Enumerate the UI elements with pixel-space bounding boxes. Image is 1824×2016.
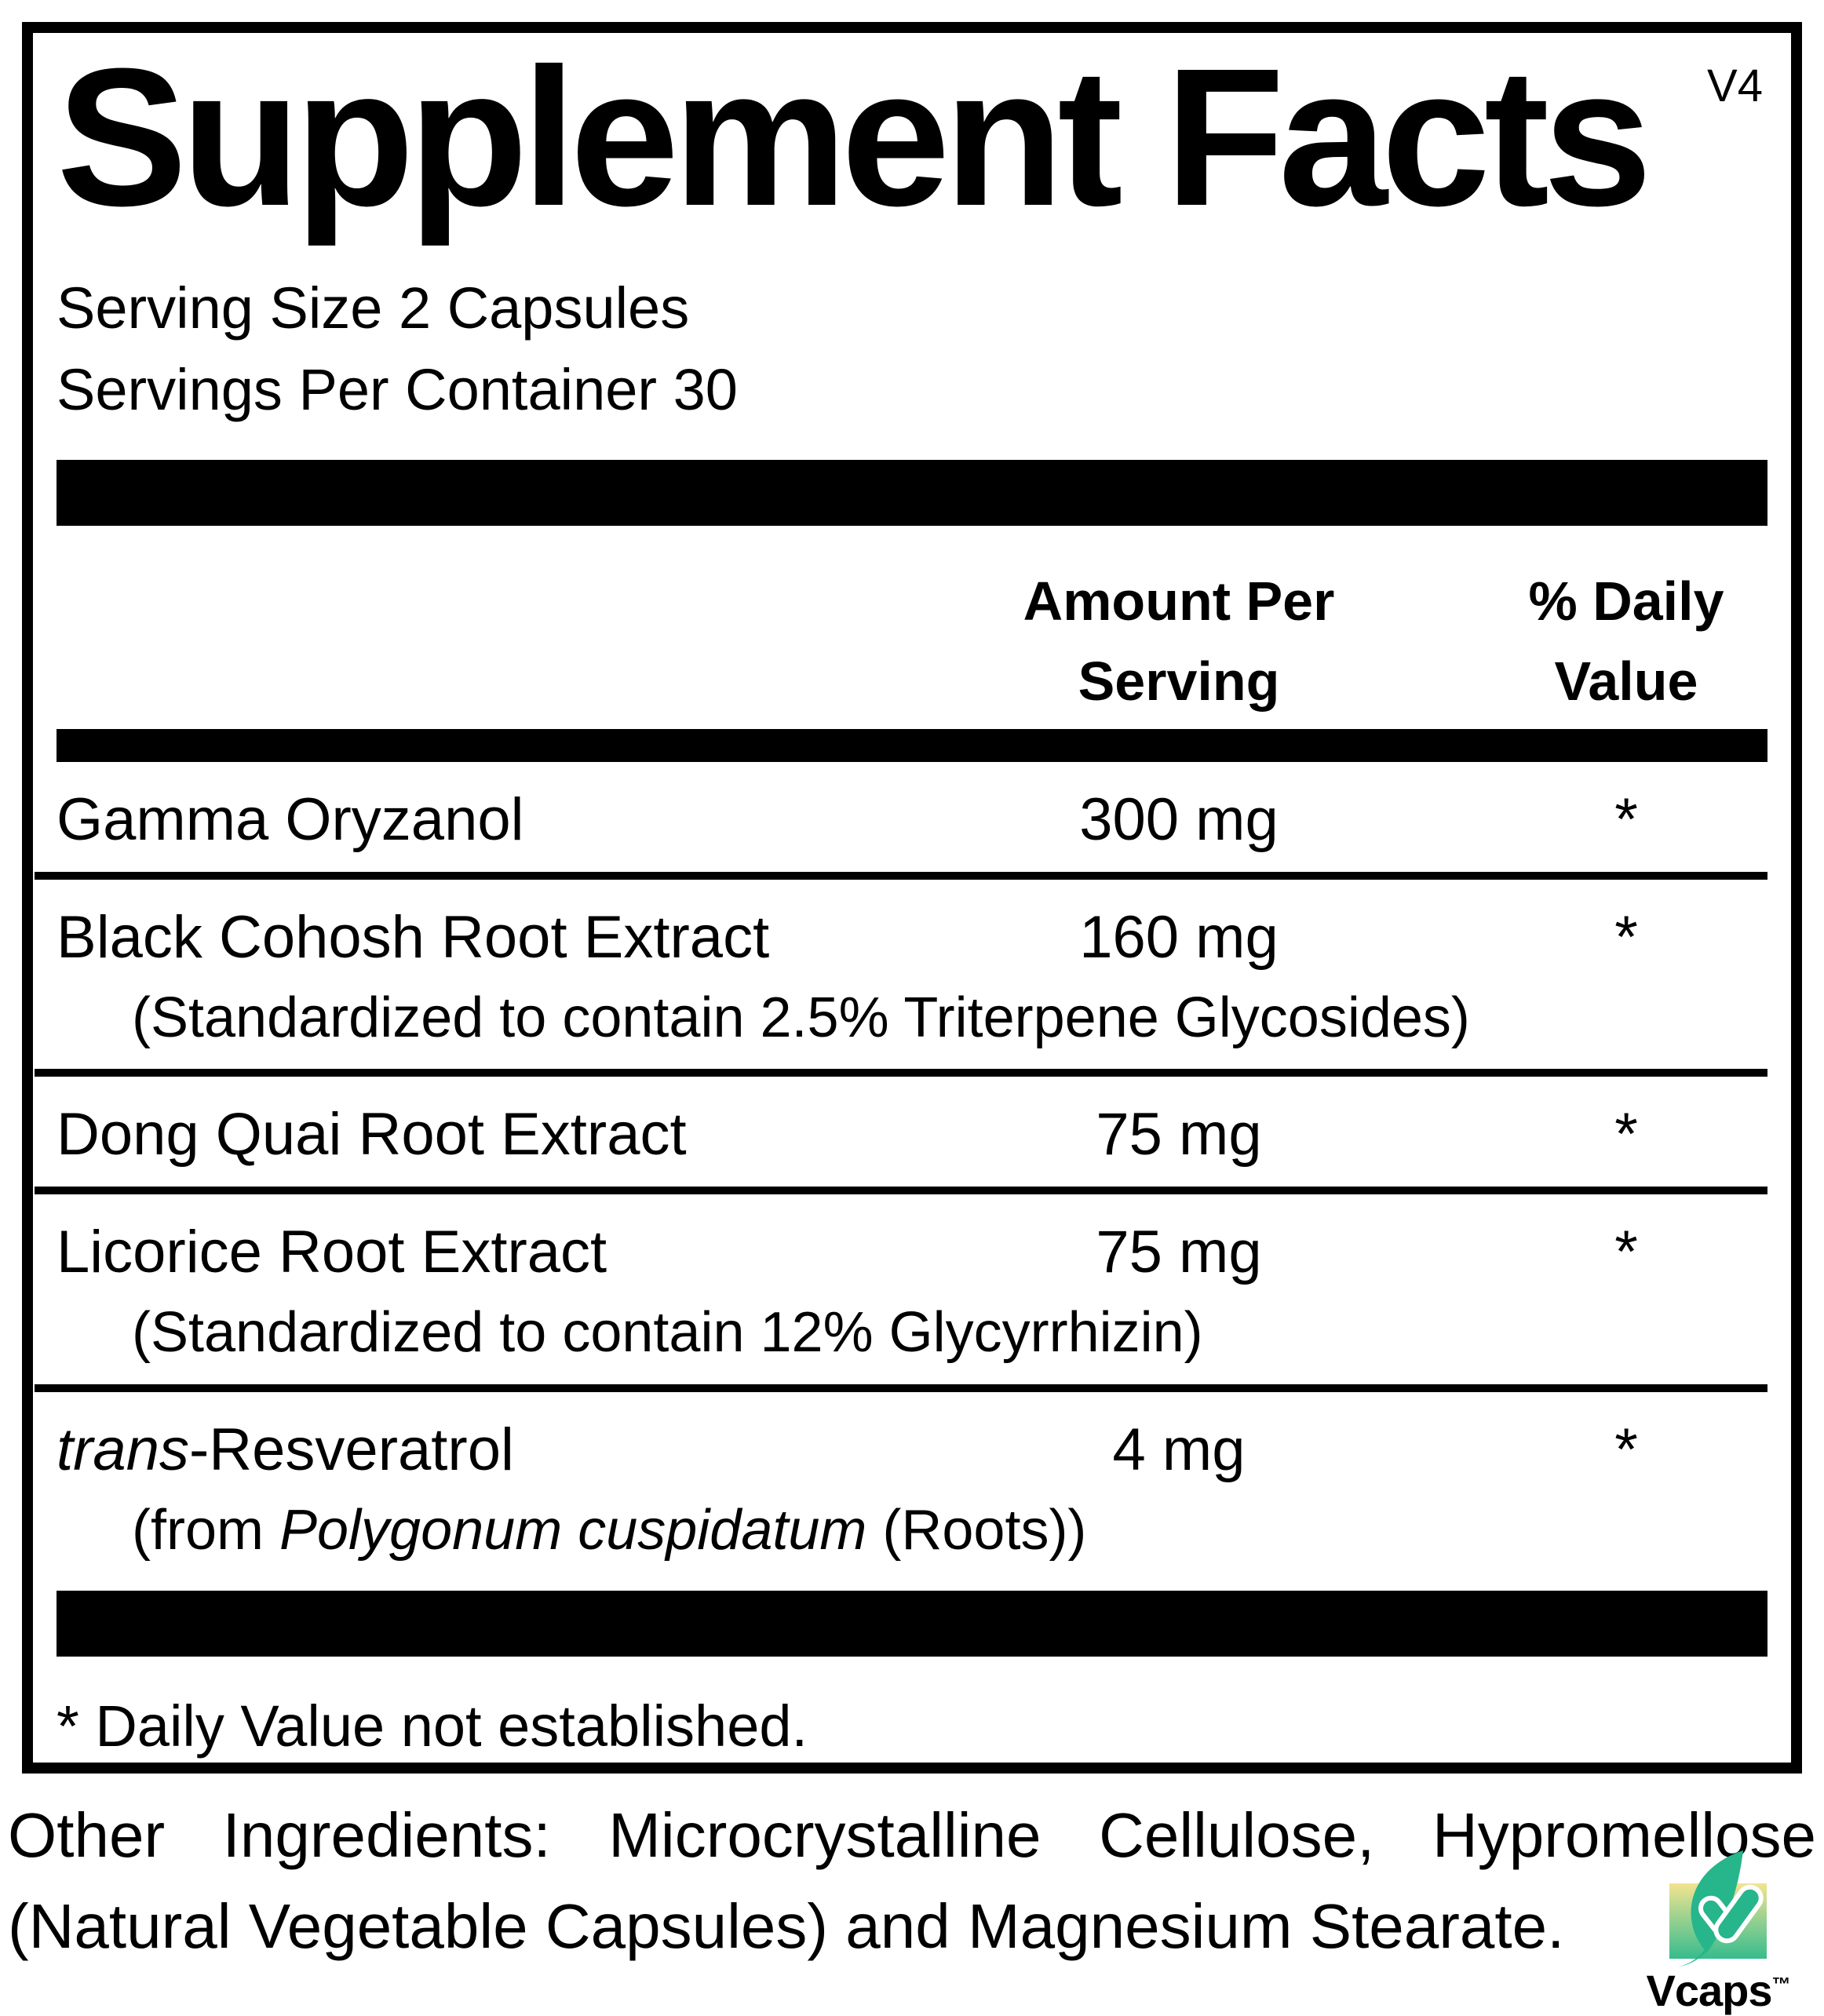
vcaps-logo-mark [1669,1850,1767,1967]
ingredient-amount: 160 mg [1079,903,1279,971]
other-ingredients-line1: Other Ingredients: Microcrystalline Cell… [8,1800,1816,1870]
trademark-symbol: ™ [1771,1974,1791,1996]
text: Dong Quai Root Extract [57,1101,687,1168]
serving-size: Serving Size 2 Capsules [57,275,690,341]
ingredient-row: Black Cohosh Root Extract 160 mg * (Standar… [57,880,1767,1070]
ingredient-amount: 75 mg [1096,1218,1262,1285]
daily-value-footnote: * Daily Value not established. [57,1693,808,1759]
page-title: Supplement Facts [57,27,1652,246]
supplement-facts-label: V4 Supplement Facts Serving Size 2 Capsu… [22,22,1802,1774]
italic-text: Polygonum cuspidatum [279,1498,867,1562]
ingredient-daily-value: * [1614,903,1638,971]
text: -Resveratrol [188,1416,514,1483]
ingredient-daily-value: * [1614,1101,1638,1168]
italic-text: trans [57,1416,189,1483]
ingredient-note: (Standardized to contain 12% Glycyrrhizi… [57,1299,1767,1366]
daily-value-header: % Daily Value [1399,562,1767,721]
row-separator [35,1069,1767,1077]
ingredient-daily-value: * [1614,1218,1638,1285]
ingredient-row: Gamma Oryzanol 300 mg * [57,762,1767,871]
divider-bar-bottom [57,1591,1767,1657]
ingredient-daily-value: * [1614,1416,1638,1483]
row-separator [35,1186,1767,1194]
capsule-right [1713,1884,1764,1944]
row-separator [35,1383,1767,1392]
text: (Roots)) [866,1498,1087,1562]
text: (from [132,1498,279,1562]
other-ingredients-line2: (Natural Vegetable Capsules) and Magnesi… [8,1890,1565,1961]
text: Black Cohosh Root Extract [57,903,770,971]
other-ingredients: Other Ingredients: Microcrystalline Cell… [8,1794,1816,1967]
ingredient-name: Black Cohosh Root Extract [57,903,959,972]
table-column-headers: Amount Per Serving % Daily Value [57,562,1767,721]
text: (Standardized to contain 2.5% Triterpene… [132,986,1470,1049]
amount-header-line1: Amount Per [1023,571,1335,633]
text: Licorice Root Extract [57,1218,607,1285]
ingredient-daily-value: * [1614,786,1638,854]
text: Gamma Oryzanol [57,786,524,854]
row-separator [35,871,1767,880]
amount-per-serving-header: Amount Per Serving [959,562,1399,721]
ingredient-amount: 75 mg [1096,1101,1262,1168]
ingredient-note: (Standardized to contain 2.5% Triterpene… [57,984,1767,1052]
amount-header-line2: Serving [1078,650,1280,712]
label-content: V4 Supplement Facts Serving Size 2 Capsu… [33,27,1791,1763]
divider-bar-header [57,729,1767,763]
vcaps-wordmark: Vcaps™ [1643,1965,1793,2016]
ingredient-name: Gamma Oryzanol [57,786,959,854]
label-version: V4 [1707,60,1763,111]
ingredient-row: trans-Resveratrol 4 mg * (from Polygonum cu… [57,1392,1767,1582]
vcaps-logo: Vcaps™ [1643,1849,1793,2016]
ingredient-row: Licorice Root Extract 75 mg * (Standardized… [57,1194,1767,1384]
ingredient-note: (from Polygonum cuspidatum (Roots)) [57,1497,1767,1564]
ingredient-name: Licorice Root Extract [57,1218,959,1286]
daily-value-header-line1: % Daily [1528,571,1724,633]
ingredient-rows: Gamma Oryzanol 300 mg * Black Cohosh Root E… [35,762,1767,1582]
vcaps-wordmark-text: Vcaps [1646,1966,1773,2015]
divider-bar-top [57,460,1767,527]
text: (Standardized to contain 12% Glycyrrhizi… [132,1301,1203,1365]
ingredient-row: Dong Quai Root Extract 75 mg * [57,1077,1767,1186]
ingredient-amount: 4 mg [1112,1416,1246,1483]
ingredient-name: trans-Resveratrol [57,1416,959,1484]
ingredient-amount: 300 mg [1079,786,1279,854]
serving-info: Serving Size 2 Capsules Servings Per Con… [57,268,1767,430]
servings-per-container: Servings Per Container 30 [57,356,738,422]
leaf-stem [1676,1946,1710,1967]
ingredient-name: Dong Quai Root Extract [57,1100,959,1168]
daily-value-header-line2: Value [1554,650,1698,712]
